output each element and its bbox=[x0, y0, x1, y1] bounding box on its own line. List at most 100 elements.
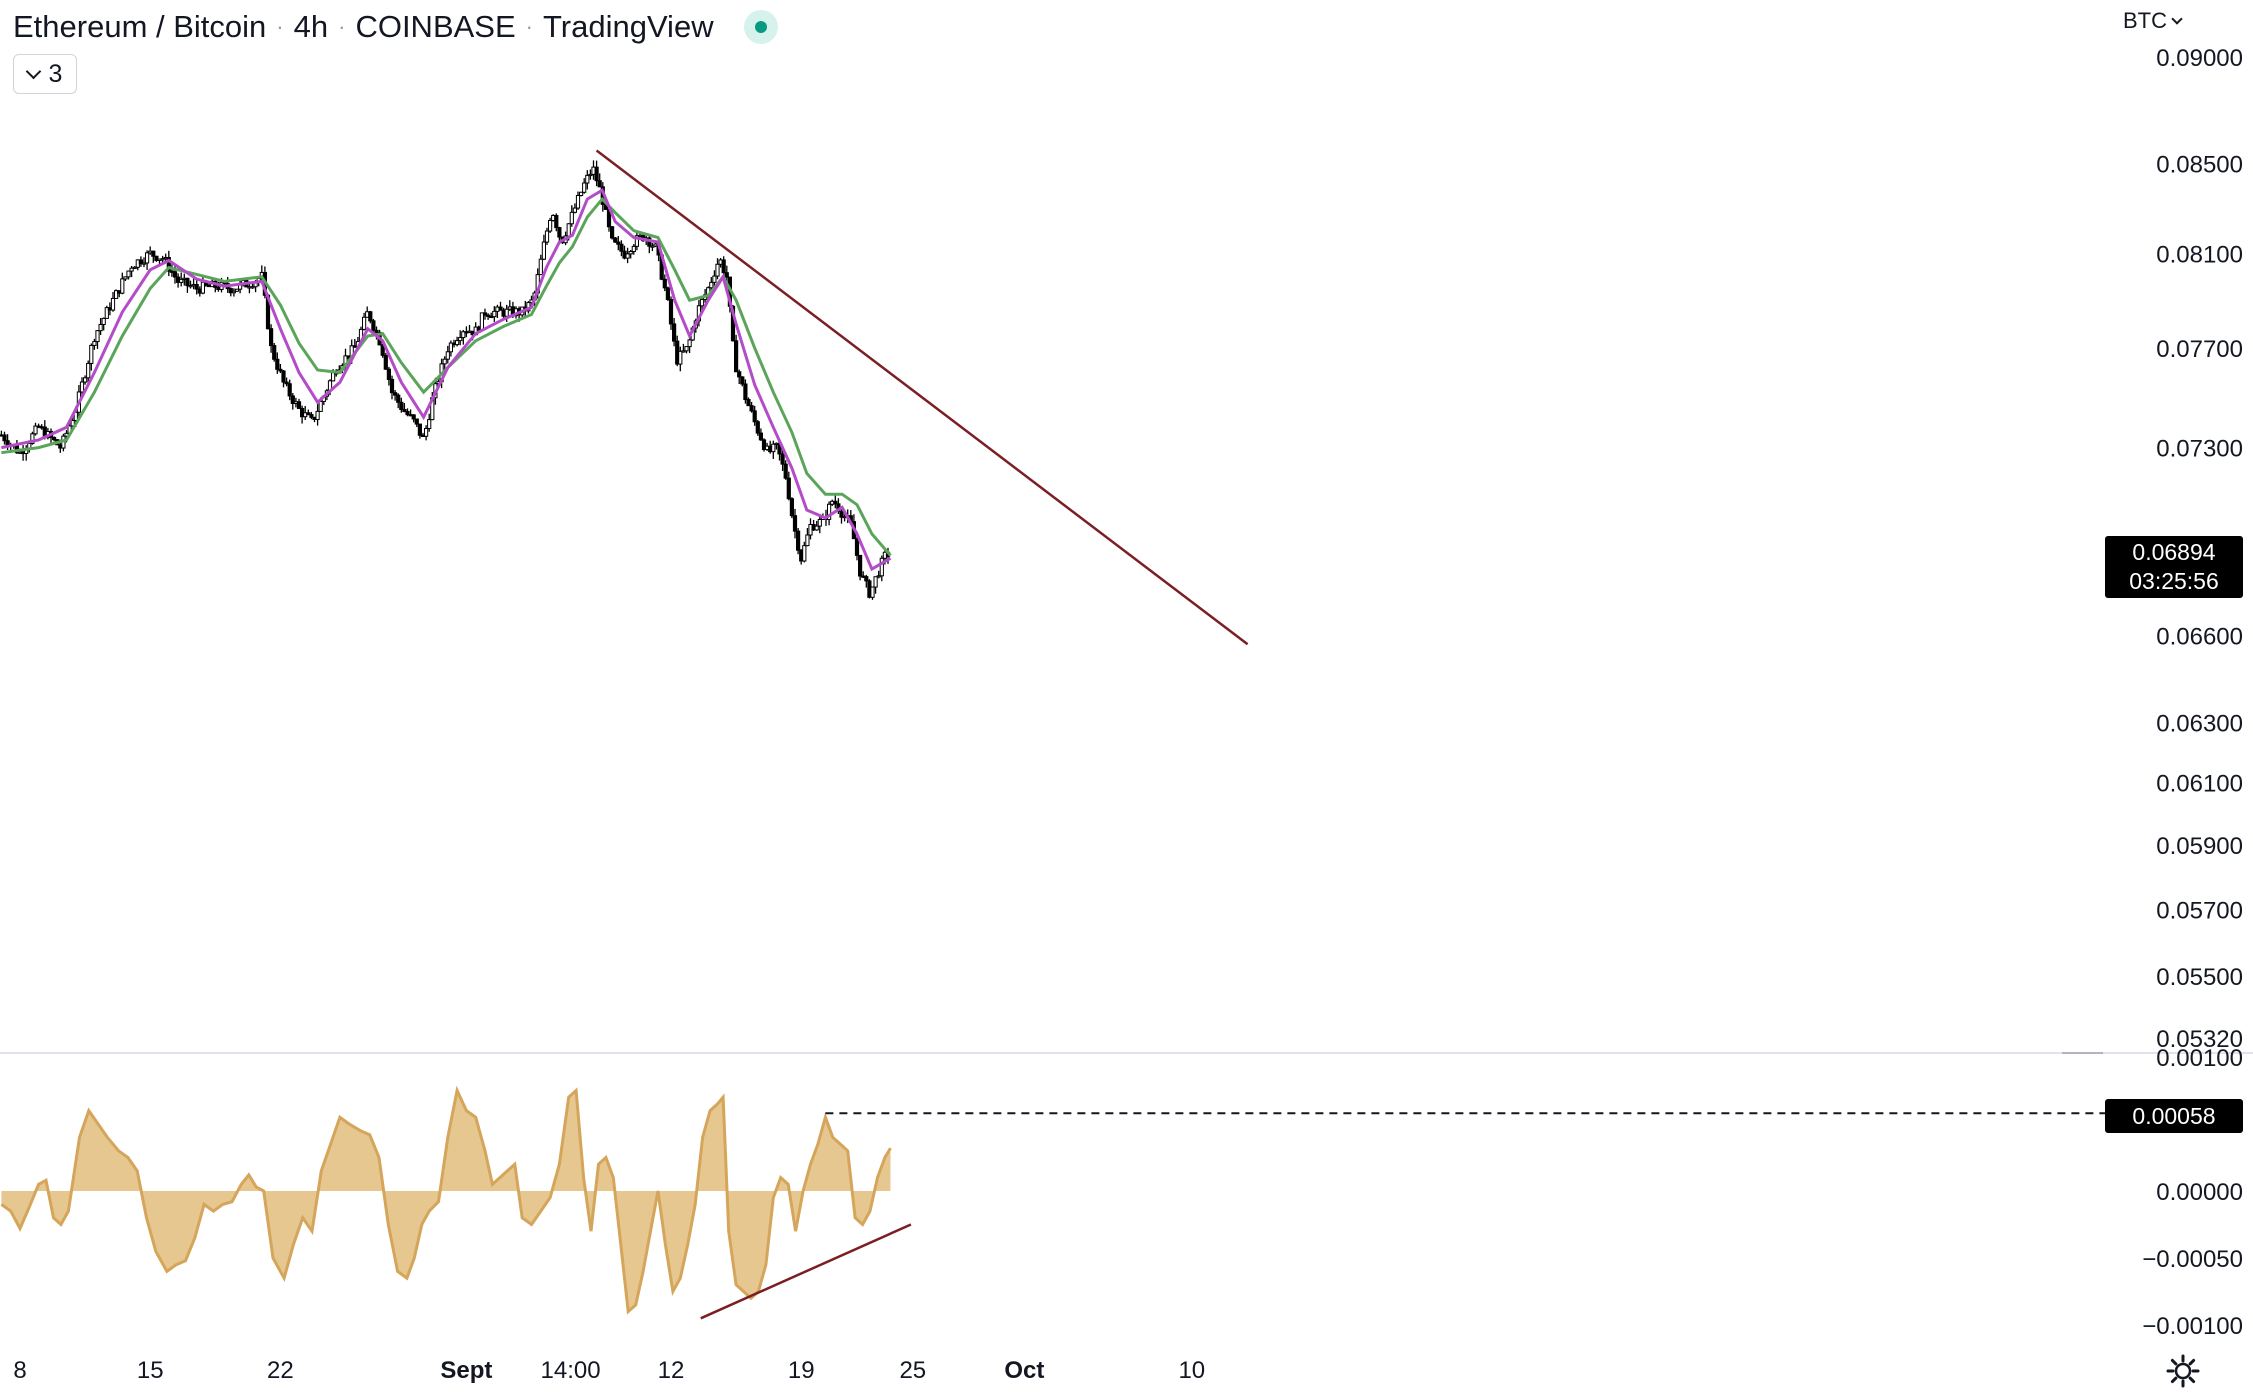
candle[interactable] bbox=[448, 340, 453, 357]
candle[interactable] bbox=[616, 236, 621, 251]
candle[interactable] bbox=[619, 240, 624, 257]
candle[interactable] bbox=[89, 343, 94, 371]
candle[interactable] bbox=[668, 296, 674, 330]
candle[interactable] bbox=[141, 257, 147, 268]
candle[interactable] bbox=[721, 256, 726, 276]
candle[interactable] bbox=[780, 448, 785, 471]
candle[interactable] bbox=[796, 528, 801, 555]
candle[interactable] bbox=[678, 346, 683, 372]
currency-selector[interactable]: BTC bbox=[2123, 6, 2183, 36]
candle[interactable] bbox=[876, 570, 881, 579]
candle[interactable] bbox=[575, 191, 581, 210]
candle[interactable] bbox=[758, 428, 763, 441]
candle[interactable] bbox=[145, 250, 150, 270]
candle[interactable] bbox=[272, 342, 277, 362]
candle[interactable] bbox=[805, 528, 810, 547]
candle[interactable] bbox=[79, 377, 85, 397]
candle[interactable] bbox=[315, 404, 320, 426]
candle[interactable] bbox=[417, 423, 422, 439]
candle[interactable] bbox=[2, 431, 7, 445]
candle[interactable] bbox=[681, 343, 686, 353]
candle[interactable] bbox=[296, 398, 302, 410]
candle[interactable] bbox=[228, 287, 233, 297]
candle[interactable] bbox=[179, 272, 184, 287]
candle[interactable] bbox=[52, 436, 57, 442]
candle[interactable] bbox=[789, 497, 794, 519]
candle[interactable] bbox=[833, 494, 838, 509]
candle[interactable] bbox=[194, 277, 199, 295]
candle[interactable] bbox=[368, 310, 373, 324]
candle[interactable] bbox=[185, 277, 190, 293]
candle[interactable] bbox=[104, 305, 109, 319]
candle[interactable] bbox=[873, 576, 878, 594]
candle[interactable] bbox=[411, 414, 416, 423]
candle[interactable] bbox=[554, 213, 559, 232]
candle[interactable] bbox=[309, 412, 314, 420]
candle[interactable] bbox=[544, 227, 550, 245]
candle[interactable] bbox=[569, 205, 574, 227]
candle[interactable] bbox=[383, 352, 388, 370]
settings-gear-icon[interactable] bbox=[2166, 1354, 2200, 1388]
candle[interactable] bbox=[396, 393, 401, 409]
candle[interactable] bbox=[771, 440, 776, 459]
candle[interactable] bbox=[734, 334, 739, 373]
candle[interactable] bbox=[802, 541, 807, 563]
candle[interactable] bbox=[154, 255, 159, 262]
interval-label[interactable]: 4h bbox=[293, 9, 329, 44]
candle[interactable] bbox=[737, 369, 742, 385]
candle[interactable] bbox=[597, 173, 602, 188]
candle[interactable] bbox=[486, 313, 491, 320]
candle[interactable] bbox=[275, 352, 280, 374]
candle[interactable] bbox=[427, 413, 432, 432]
candle[interactable] bbox=[817, 515, 822, 534]
candle[interactable] bbox=[588, 169, 593, 180]
candle[interactable] bbox=[414, 418, 419, 428]
candle[interactable] bbox=[482, 308, 488, 320]
candle[interactable] bbox=[132, 266, 137, 269]
candle[interactable] bbox=[628, 249, 633, 259]
candle[interactable] bbox=[461, 329, 466, 345]
candle[interactable] bbox=[870, 586, 875, 600]
candle[interactable] bbox=[650, 242, 655, 252]
candle[interactable] bbox=[455, 336, 460, 347]
price-trendline[interactable] bbox=[595, 149, 1249, 646]
candle[interactable] bbox=[231, 288, 237, 297]
candle[interactable] bbox=[101, 317, 106, 331]
candle[interactable] bbox=[166, 250, 171, 277]
candle[interactable] bbox=[498, 301, 503, 311]
candle[interactable] bbox=[284, 377, 289, 387]
candle[interactable] bbox=[234, 288, 240, 292]
candle[interactable] bbox=[281, 370, 286, 388]
candle[interactable] bbox=[746, 397, 751, 407]
candle[interactable] bbox=[160, 255, 165, 264]
candle[interactable] bbox=[752, 405, 757, 426]
candle[interactable] bbox=[269, 324, 274, 353]
candle[interactable] bbox=[631, 244, 636, 255]
candle[interactable] bbox=[761, 438, 767, 452]
candle[interactable] bbox=[33, 422, 38, 436]
candle[interactable] bbox=[792, 508, 798, 539]
candle[interactable] bbox=[858, 554, 863, 581]
candle[interactable] bbox=[114, 289, 119, 299]
candle[interactable] bbox=[389, 375, 395, 400]
candle[interactable] bbox=[557, 226, 562, 243]
candle[interactable] bbox=[548, 217, 553, 233]
candle[interactable] bbox=[672, 317, 677, 347]
candle[interactable] bbox=[386, 366, 391, 386]
candle[interactable] bbox=[402, 403, 407, 413]
candle[interactable] bbox=[625, 247, 630, 264]
candle[interactable] bbox=[749, 401, 754, 413]
candle[interactable] bbox=[442, 356, 447, 370]
candle[interactable] bbox=[138, 256, 144, 267]
candle[interactable] bbox=[827, 501, 832, 526]
candle[interactable] bbox=[458, 330, 463, 346]
candle[interactable] bbox=[864, 574, 869, 588]
candle[interactable] bbox=[213, 280, 218, 293]
market-status-icon[interactable] bbox=[743, 10, 778, 44]
candle[interactable] bbox=[684, 346, 689, 354]
candle[interactable] bbox=[743, 379, 748, 404]
candle[interactable] bbox=[126, 270, 131, 280]
candle[interactable] bbox=[445, 345, 450, 364]
candle[interactable] bbox=[541, 234, 546, 261]
candle[interactable] bbox=[582, 178, 587, 194]
